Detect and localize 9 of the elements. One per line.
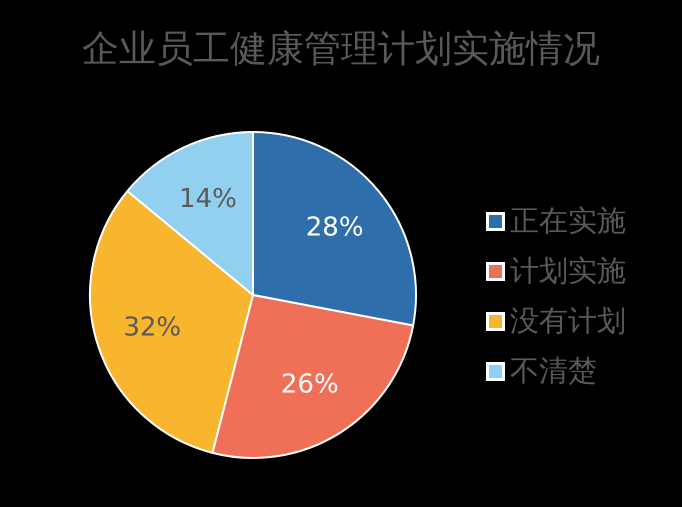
chart-title: 企业员工健康管理计划实施情况: [82, 27, 600, 70]
legend-label: 没有计划: [510, 304, 626, 338]
legend-label: 不清楚: [510, 354, 597, 388]
data-label: 32%: [123, 312, 182, 343]
data-label: 14%: [178, 184, 237, 214]
legend-label: 计划实施: [510, 254, 626, 288]
data-label: 28%: [306, 212, 364, 242]
legend-label: 正在实施: [510, 204, 626, 238]
data-label: 26%: [280, 369, 339, 400]
